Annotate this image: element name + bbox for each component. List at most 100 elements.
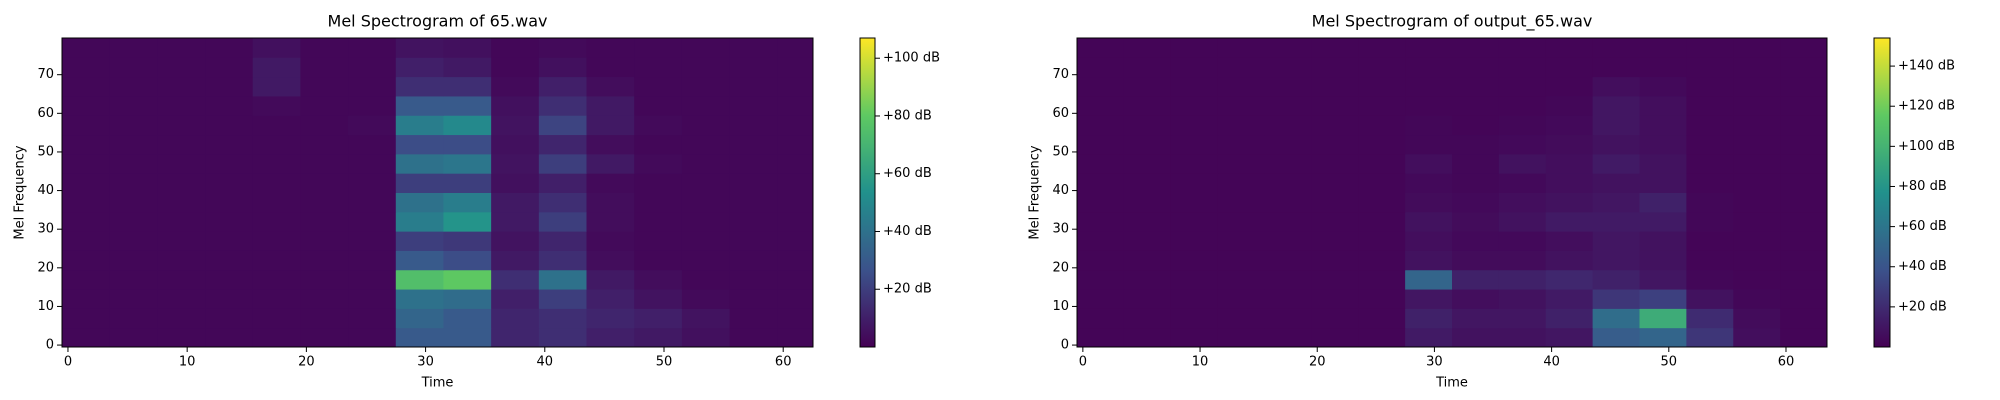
heatmap-cell [157, 153, 206, 174]
heatmap-cell [491, 153, 540, 174]
heatmap-cell [1686, 57, 1734, 78]
heatmap-cell [1545, 38, 1594, 58]
heatmap-cell [586, 308, 635, 329]
heatmap-cell [348, 250, 397, 271]
heatmap-cell [109, 308, 158, 329]
heatmap-cell [1405, 289, 1453, 309]
heatmap-cell [1311, 192, 1359, 213]
heatmap-cell [1592, 115, 1640, 136]
heatmap-cell [252, 38, 301, 58]
heatmap-cell [586, 38, 635, 58]
colorbar [859, 37, 876, 348]
x-tick-label: 50 [1661, 355, 1678, 370]
heatmap-cell [1077, 231, 1125, 251]
heatmap-cell [729, 134, 778, 155]
heatmap-cell [1733, 250, 1781, 271]
heatmap-cell [1686, 192, 1734, 213]
heatmap-cell [205, 211, 254, 232]
heatmap-cell [1123, 231, 1172, 251]
heatmap-cell [157, 76, 206, 97]
heatmap-cell [157, 250, 206, 271]
heatmap-cell [1264, 269, 1312, 290]
heatmap-cell [205, 173, 254, 193]
heatmap-cell [1452, 231, 1500, 251]
heatmap-cell [777, 76, 814, 97]
heatmap-cell [205, 57, 254, 78]
heatmap-cell [1311, 115, 1359, 136]
colorbar-tick-label: +60 dB [1898, 219, 1947, 234]
heatmap-cell [348, 211, 397, 232]
heatmap-cell [1498, 231, 1547, 251]
heatmap-cell [1498, 57, 1547, 78]
heatmap-cell [1170, 57, 1219, 78]
heatmap-cell [205, 269, 254, 290]
x-tick-label: 60 [1778, 355, 1795, 370]
heatmap-cell [681, 289, 731, 309]
heatmap-cell [1170, 269, 1219, 290]
heatmap-cell [1170, 173, 1219, 193]
x-tick-label: 30 [1426, 355, 1443, 370]
colorbar-tick-label: +20 dB [883, 282, 932, 297]
heatmap-cell [1264, 115, 1312, 136]
heatmap-cell [1358, 192, 1406, 213]
heatmap-cell [1123, 192, 1172, 213]
heatmap-cell [157, 211, 206, 232]
heatmap-cell [1592, 211, 1640, 232]
heatmap-cell [109, 95, 158, 116]
heatmap-cell [300, 134, 349, 155]
x-tick-label: 30 [417, 355, 434, 370]
heatmap-cell [1498, 289, 1547, 309]
heatmap-cell [1358, 211, 1406, 232]
colorbar-tick-label: +40 dB [883, 224, 932, 239]
colorbar-tick-label: +140 dB [1898, 59, 1955, 74]
y-tick-label: 20 [1052, 260, 1069, 275]
heatmap-cell [1264, 308, 1312, 329]
heatmap-cell [1405, 327, 1453, 348]
heatmap-cell [681, 57, 731, 78]
heatmap-cell [1311, 57, 1359, 78]
heatmap-cell [777, 231, 814, 251]
y-tick-label: 50 [1052, 144, 1069, 159]
heatmap-cell [634, 269, 683, 290]
heatmap-cell [729, 115, 778, 136]
heatmap-cell [1686, 250, 1734, 271]
heatmap-cell [1264, 134, 1312, 155]
heatmap-cell [1264, 192, 1312, 213]
heatmap-cell [1498, 308, 1547, 329]
heatmap-cell [443, 153, 492, 174]
heatmap-cell [729, 57, 778, 78]
heatmap-cell [443, 76, 492, 97]
heatmap-cell [1780, 308, 1828, 329]
heatmap-cell [681, 38, 731, 58]
heatmap-cell [1405, 153, 1453, 174]
heatmap-cell [1311, 38, 1359, 58]
heatmap-cell [109, 211, 158, 232]
heatmap-cell [1592, 269, 1640, 290]
heatmap-cell [634, 211, 683, 232]
colorbar [1873, 37, 1891, 348]
heatmap-cell [443, 173, 492, 193]
heatmap-cell [157, 57, 206, 78]
heatmap-cell [157, 38, 206, 58]
heatmap-cell [395, 289, 444, 309]
heatmap-cell [1170, 153, 1219, 174]
y-tick-label: 40 [37, 183, 54, 198]
heatmap-cell [777, 153, 814, 174]
heatmap-cell [300, 327, 349, 348]
heatmap-cell [1545, 134, 1594, 155]
heatmap-cell [1498, 211, 1547, 232]
heatmap-cell [1592, 173, 1640, 193]
heatmap-cell [1264, 173, 1312, 193]
colorbar-tick-label: +20 dB [1898, 299, 1947, 314]
x-tick-label: 50 [656, 355, 673, 370]
heatmap-cell [1639, 308, 1687, 329]
heatmap-cell [252, 173, 301, 193]
heatmap-cell [538, 211, 588, 232]
heatmap-cell [1358, 76, 1406, 97]
heatmap-cell [109, 173, 158, 193]
heatmap-cell [681, 192, 731, 213]
heatmap-cell [1592, 289, 1640, 309]
heatmap-cell [1123, 153, 1172, 174]
heatmap-cell [109, 289, 158, 309]
